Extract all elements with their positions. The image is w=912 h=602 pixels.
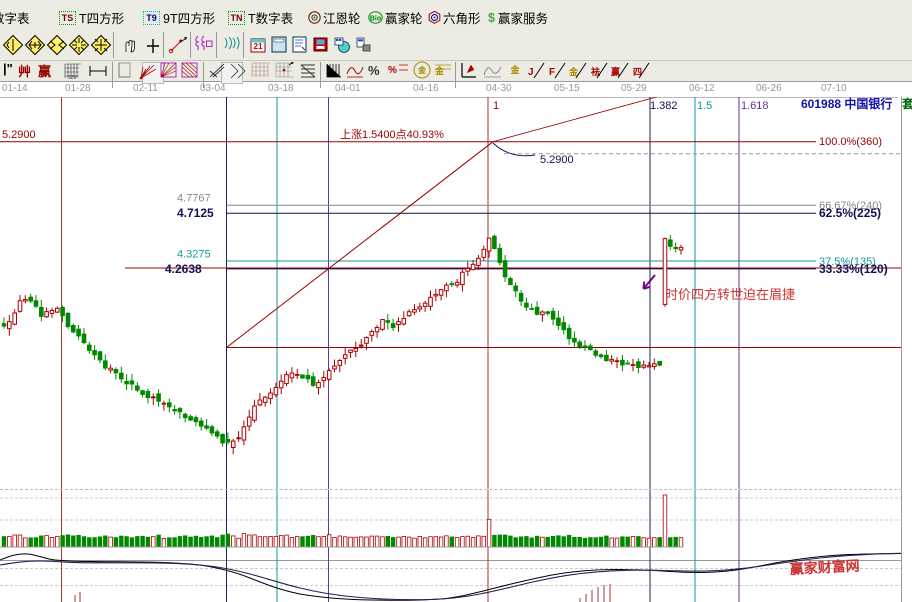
svg-text:5.2900: 5.2900 <box>2 129 36 141</box>
svg-text:金: 金 <box>509 64 520 75</box>
svg-text:%: % <box>388 65 397 76</box>
svg-text:F: F <box>549 67 555 78</box>
svg-text:赢家财富网: 赢家财富网 <box>789 557 860 577</box>
svg-text:1.618: 1.618 <box>741 100 769 112</box>
svg-text:赢: 赢 <box>611 66 620 77</box>
svg-text:金: 金 <box>417 65 427 75</box>
svg-text:Bio: Bio <box>370 16 381 23</box>
svg-text:1.5: 1.5 <box>697 100 712 112</box>
svg-text:J: J <box>528 67 534 78</box>
svg-text:601988 中国银行: 601988 中国银行 <box>801 97 892 111</box>
svg-text:62.5%(225): 62.5%(225) <box>819 206 881 220</box>
svg-text:4.7767: 4.7767 <box>177 193 211 205</box>
svg-text:5.2900: 5.2900 <box>540 154 574 166</box>
svg-text:4.2638: 4.2638 <box>165 262 202 276</box>
svg-text:33.33%(120): 33.33%(120) <box>819 262 888 276</box>
svg-text:时价四方转世迫在眉捷: 时价四方转世迫在眉捷 <box>665 287 795 302</box>
svg-text:100.0%(360): 100.0%(360) <box>819 136 882 148</box>
svg-text:21: 21 <box>254 42 263 51</box>
svg-text:4.7125: 4.7125 <box>177 206 214 220</box>
svg-text:4.3275: 4.3275 <box>177 249 211 261</box>
svg-text:金: 金 <box>434 65 445 76</box>
svg-text:上涨1.5400点40.93%: 上涨1.5400点40.93% <box>340 128 444 141</box>
svg-text:1.382: 1.382 <box>650 100 678 112</box>
svg-text:1: 1 <box>493 100 499 112</box>
